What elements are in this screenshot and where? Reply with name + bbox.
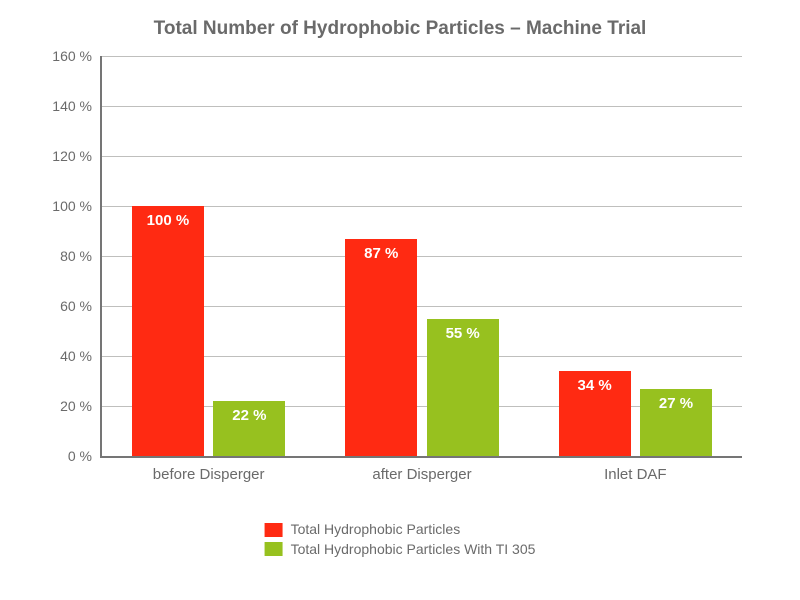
legend-swatch: [265, 523, 283, 537]
x-tick-label: after Disperger: [372, 456, 471, 483]
gridline: [102, 56, 742, 57]
x-tick-label: Inlet DAF: [604, 456, 667, 483]
y-tick-label: 100 %: [52, 198, 102, 214]
y-tick-label: 80 %: [60, 248, 102, 264]
gridline: [102, 106, 742, 107]
bar: 55 %: [427, 319, 499, 457]
y-tick-label: 140 %: [52, 98, 102, 114]
legend-label: Total Hydrophobic Particles: [291, 520, 461, 540]
bar: 100 %: [132, 206, 204, 456]
bar-value-label: 22 %: [213, 407, 285, 424]
y-tick-label: 120 %: [52, 148, 102, 164]
bar-value-label: 100 %: [132, 212, 204, 229]
bar-value-label: 27 %: [640, 395, 712, 412]
chart-container: Total Number of Hydrophobic Particles – …: [0, 0, 800, 600]
bar: 34 %: [559, 371, 631, 456]
legend-item: Total Hydrophobic Particles With TI 305: [265, 540, 536, 560]
bar-value-label: 34 %: [559, 377, 631, 394]
legend-item: Total Hydrophobic Particles: [265, 520, 536, 540]
legend-swatch: [265, 542, 283, 556]
bar: 27 %: [640, 389, 712, 457]
bar-value-label: 87 %: [345, 245, 417, 262]
legend-label: Total Hydrophobic Particles With TI 305: [291, 540, 536, 560]
gridline: [102, 156, 742, 157]
legend: Total Hydrophobic ParticlesTotal Hydroph…: [265, 520, 536, 559]
bar: 22 %: [213, 401, 285, 456]
y-tick-label: 0 %: [68, 448, 102, 464]
y-tick-label: 160 %: [52, 48, 102, 64]
y-tick-label: 20 %: [60, 398, 102, 414]
bar-value-label: 55 %: [427, 325, 499, 342]
y-tick-label: 40 %: [60, 348, 102, 364]
y-tick-label: 60 %: [60, 298, 102, 314]
chart-title: Total Number of Hydrophobic Particles – …: [0, 18, 800, 40]
plot-area: 0 %20 %40 %60 %80 %100 %120 %140 %160 %b…: [100, 56, 742, 458]
bar: 87 %: [345, 239, 417, 457]
x-tick-label: before Disperger: [153, 456, 265, 483]
